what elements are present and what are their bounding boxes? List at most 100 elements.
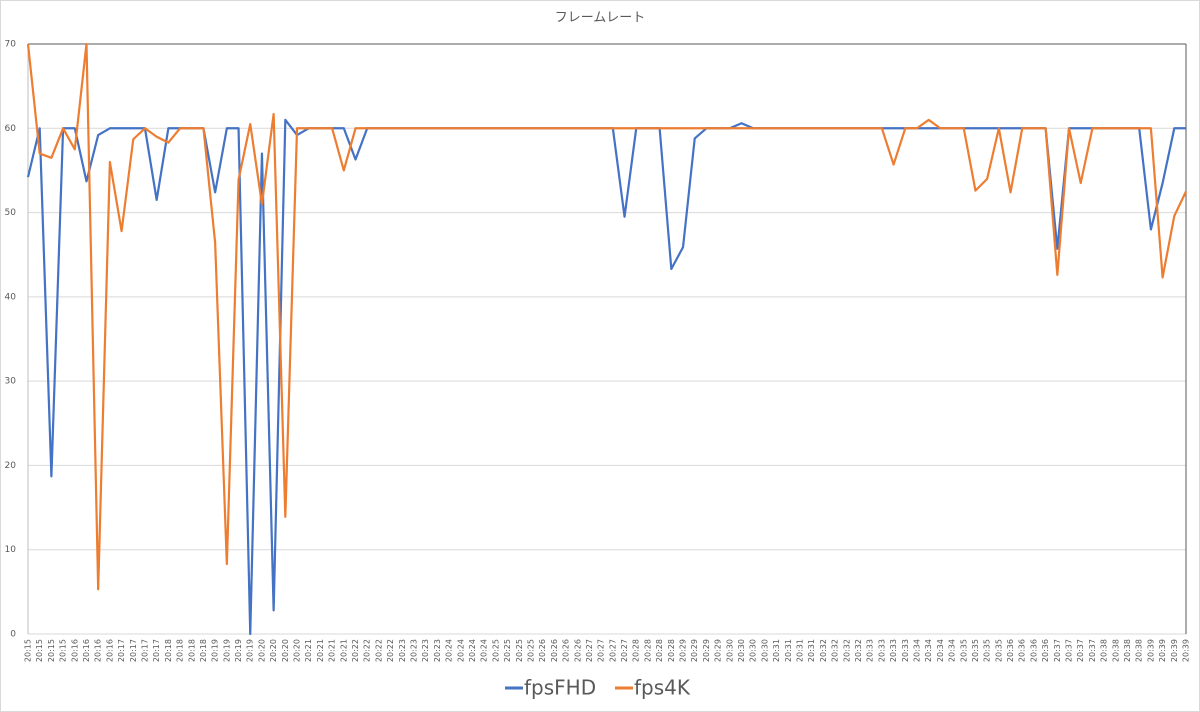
x-tick-label: 20:22 <box>386 639 395 662</box>
x-tick-label: 20:37 <box>1088 639 1097 662</box>
x-tick-label: 20:17 <box>117 639 126 662</box>
x-tick-label: 20:32 <box>842 639 851 662</box>
chart-title: フレームレート <box>555 11 646 26</box>
x-tick-label: 20:33 <box>866 639 875 662</box>
x-tick-label: 20:21 <box>328 639 337 662</box>
x-tick-label: 20:19 <box>211 639 220 662</box>
x-tick-label: 20:18 <box>164 639 173 662</box>
x-tick-label: 20:19 <box>234 639 243 662</box>
x-tick-label: 20:35 <box>983 639 992 662</box>
x-tick-label: 20:29 <box>679 639 688 662</box>
x-tick-label: 20:22 <box>363 639 372 662</box>
x-tick-label: 20:17 <box>140 639 149 662</box>
x-tick-label: 20:20 <box>281 639 290 662</box>
x-tick-label: 20:38 <box>1135 639 1144 662</box>
y-tick-label: 10 <box>5 545 17 555</box>
x-tick-label: 20:25 <box>503 639 512 662</box>
x-tick-label: 20:28 <box>655 639 664 662</box>
x-tick-label: 20:36 <box>1018 639 1027 662</box>
x-tick-label: 20:30 <box>760 639 769 662</box>
x-tick-label: 20:22 <box>351 639 360 662</box>
x-tick-label: 20:16 <box>105 639 114 662</box>
x-tick-label: 20:37 <box>1065 639 1074 662</box>
x-tick-label: 20:23 <box>398 639 407 662</box>
x-tick-label: 20:23 <box>433 639 442 662</box>
x-tick-label: 20:15 <box>24 639 33 662</box>
x-tick-label: 20:15 <box>59 639 68 662</box>
x-tick-label: 20:38 <box>1100 639 1109 662</box>
x-tick-label: 20:37 <box>1076 639 1085 662</box>
x-tick-label: 20:34 <box>912 639 921 662</box>
x-tick-label: 20:18 <box>176 639 185 662</box>
y-tick-label: 70 <box>5 40 17 50</box>
x-tick-label: 20:22 <box>374 639 383 662</box>
x-tick-label: 20:33 <box>901 639 910 662</box>
x-tick-label: 20:33 <box>889 639 898 662</box>
x-tick-label: 20:20 <box>293 639 302 662</box>
x-tick-label: 20:28 <box>667 639 676 662</box>
x-tick-label: 20:36 <box>1041 639 1050 662</box>
x-tick-label: 20:25 <box>515 639 524 662</box>
x-tick-label: 20:21 <box>316 639 325 662</box>
x-tick-label: 20:16 <box>82 639 91 662</box>
x-tick-label: 20:28 <box>643 639 652 662</box>
x-tick-label: 20:26 <box>573 639 582 662</box>
x-tick-label: 20:29 <box>690 639 699 662</box>
x-tick-label: 20:34 <box>936 639 945 662</box>
y-tick-label: 40 <box>5 292 17 302</box>
x-tick-label: 20:20 <box>269 639 278 662</box>
x-tick-label: 20:21 <box>339 639 348 662</box>
x-tick-label: 20:24 <box>456 639 465 662</box>
x-tick-label: 20:35 <box>994 639 1003 662</box>
y-tick-label: 30 <box>5 377 17 387</box>
x-tick-label: 20:32 <box>819 639 828 662</box>
y-tick-label: 50 <box>5 208 17 218</box>
x-tick-label: 20:27 <box>597 639 606 662</box>
x-tick-label: 20:15 <box>47 639 56 662</box>
y-tick-label: 60 <box>5 124 17 134</box>
x-tick-label: 20:36 <box>1006 639 1015 662</box>
x-tick-label: 20:26 <box>562 639 571 662</box>
x-tick-label: 20:17 <box>152 639 161 662</box>
x-tick-label: 20:31 <box>784 639 793 662</box>
x-tick-label: 20:37 <box>1053 639 1062 662</box>
x-tick-label: 20:34 <box>948 639 957 662</box>
x-tick-label: 20:30 <box>737 639 746 662</box>
x-tick-label: 20:24 <box>445 639 454 662</box>
x-tick-label: 20:26 <box>550 639 559 662</box>
x-tick-label: 20:38 <box>1123 639 1132 662</box>
x-tick-label: 20:29 <box>702 639 711 662</box>
x-tick-label: 20:31 <box>807 639 816 662</box>
series-line <box>26 42 1187 591</box>
x-tick-label: 20:19 <box>246 639 255 662</box>
x-tick-label: 20:31 <box>796 639 805 662</box>
x-tick-label: 20:20 <box>257 639 266 662</box>
x-tick-label: 20:39 <box>1170 639 1179 662</box>
x-tick-label: 20:28 <box>632 639 641 662</box>
x-tick-label: 20:21 <box>304 639 313 662</box>
x-tick-label: 20:39 <box>1146 639 1155 662</box>
x-tick-label: 20:15 <box>35 639 44 662</box>
x-tick-label: 20:24 <box>480 639 489 662</box>
x-tick-label: 20:30 <box>749 639 758 662</box>
x-tick-label: 20:16 <box>70 639 79 662</box>
x-tick-label: 20:33 <box>877 639 886 662</box>
x-tick-label: 20:34 <box>924 639 933 662</box>
x-tick-label: 20:32 <box>854 639 863 662</box>
x-tick-label: 20:27 <box>620 639 629 662</box>
x-tick-label: 20:38 <box>1111 639 1120 662</box>
y-tick-label: 20 <box>5 461 17 471</box>
x-tick-label: 20:23 <box>421 639 430 662</box>
x-tick-label: 20:31 <box>772 639 781 662</box>
legend-label: fpsFHD <box>524 676 596 700</box>
x-tick-label: 20:26 <box>538 639 547 662</box>
x-tick-label: 20:35 <box>971 639 980 662</box>
x-tick-label: 20:19 <box>222 639 231 662</box>
x-tick-label: 20:29 <box>714 639 723 662</box>
x-tick-label: 20:16 <box>94 639 103 662</box>
x-tick-label: 20:39 <box>1158 639 1167 662</box>
x-tick-label: 20:30 <box>725 639 734 662</box>
x-tick-label: 20:18 <box>199 639 208 662</box>
